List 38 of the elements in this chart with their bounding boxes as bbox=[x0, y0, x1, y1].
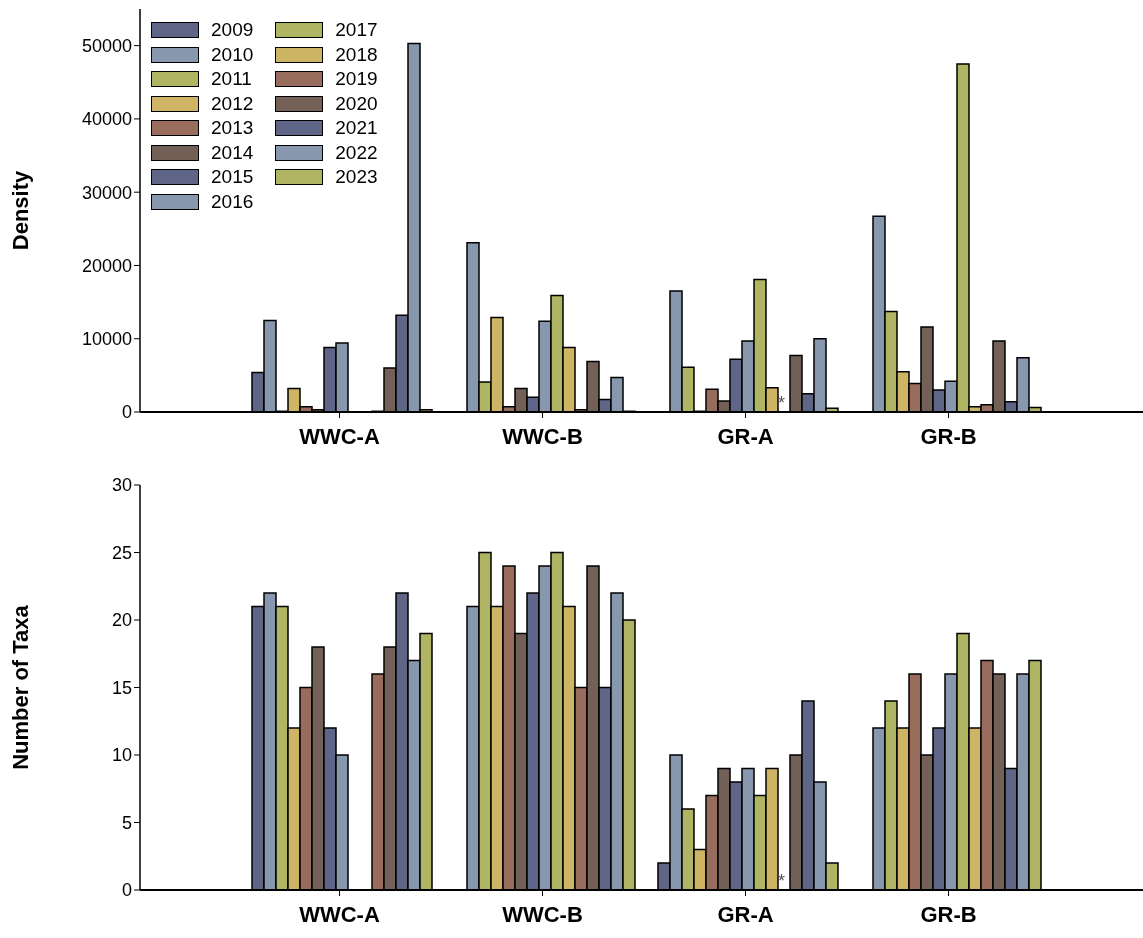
y-tick-label: 15 bbox=[111, 677, 132, 698]
y-tick-label: 10 bbox=[111, 745, 132, 766]
legend-label: 2017 bbox=[335, 19, 378, 42]
legend-label: 2009 bbox=[211, 19, 254, 42]
x-tick-label: GR-A bbox=[717, 423, 774, 449]
legend-label: 2022 bbox=[335, 141, 378, 164]
y-tick-label: 40000 bbox=[81, 109, 132, 130]
x-tick-label: WWC-B bbox=[502, 423, 583, 449]
y-axis-title: Number of Taxa bbox=[7, 604, 33, 770]
x-tick-label: GR-A bbox=[717, 901, 774, 927]
legend-label: 2014 bbox=[211, 141, 254, 164]
legend-label: 2011 bbox=[211, 68, 252, 91]
y-tick-label: 30 bbox=[111, 475, 132, 496]
y-tick-label: 30000 bbox=[81, 182, 132, 203]
y-tick-label: 25 bbox=[111, 542, 132, 563]
x-tick-label: GR-B bbox=[920, 901, 977, 927]
legend-label: 2013 bbox=[211, 117, 254, 140]
y-tick-label: 20000 bbox=[81, 255, 132, 276]
legend-label: 2023 bbox=[335, 166, 378, 189]
x-tick-label: WWC-A bbox=[299, 901, 380, 927]
legend-label: 2018 bbox=[335, 43, 378, 66]
y-axis-title: Density bbox=[7, 170, 33, 251]
y-tick-label: 0 bbox=[121, 402, 132, 423]
x-tick-label: WWC-B bbox=[502, 901, 583, 927]
legend-label: 2012 bbox=[211, 92, 254, 115]
y-tick-label: 0 bbox=[121, 880, 132, 901]
legend-label: 2019 bbox=[335, 68, 378, 91]
x-tick-label: GR-B bbox=[920, 423, 977, 449]
y-tick-label: 20 bbox=[111, 610, 132, 631]
legend-label: 2021 bbox=[335, 117, 378, 140]
y-tick-label: 50000 bbox=[81, 36, 132, 57]
y-tick-label: 5 bbox=[121, 812, 132, 833]
legend-label: 2020 bbox=[335, 92, 378, 115]
x-tick-label: WWC-A bbox=[299, 423, 380, 449]
legend-label: 2015 bbox=[211, 166, 254, 189]
legend-label: 2016 bbox=[211, 190, 254, 213]
y-tick-label: 10000 bbox=[81, 329, 132, 350]
legend-label: 2010 bbox=[211, 43, 254, 66]
